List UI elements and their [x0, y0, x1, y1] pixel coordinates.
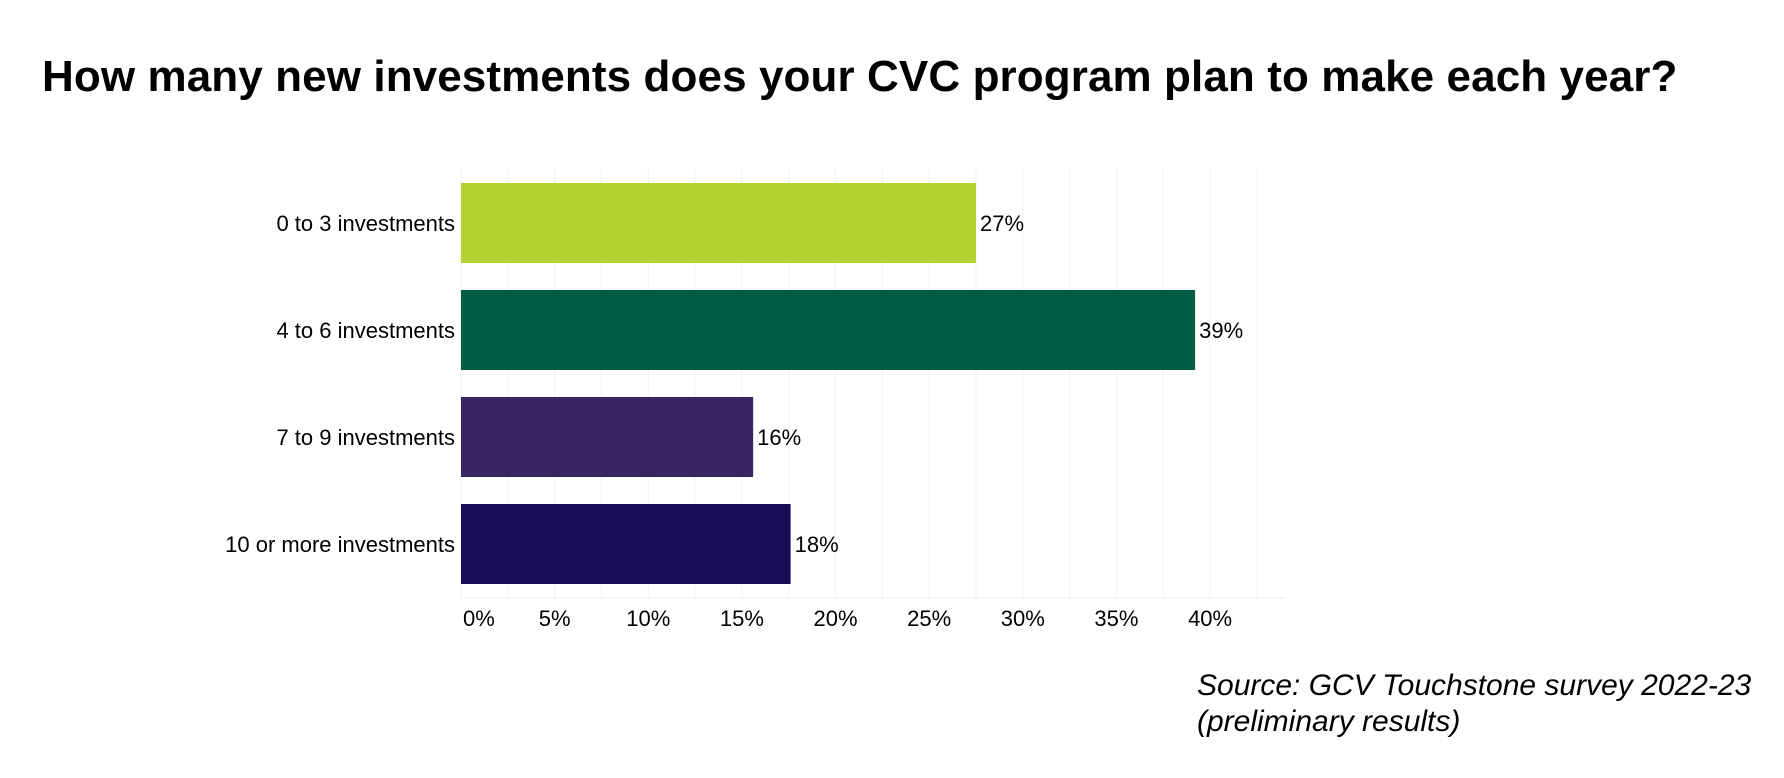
- source-line-1: Source: GCV Touchstone survey 2022-23: [1197, 669, 1752, 702]
- source-note: Source: GCV Touchstone survey 2022-23 (p…: [1197, 668, 1751, 740]
- value-label: 16%: [757, 425, 801, 450]
- chart-title: How many new investments does your CVC p…: [42, 52, 1678, 101]
- x-axis-tick-labels: 0% 5% 10% 15% 20% 25% 30% 35% 40%: [463, 606, 1232, 631]
- bar: [461, 504, 791, 584]
- bars: [461, 183, 1196, 584]
- bar: [461, 183, 976, 263]
- category-label: 0 to 3 investments: [276, 211, 455, 236]
- x-tick-label: 15%: [720, 606, 764, 631]
- category-label: 7 to 9 investments: [276, 425, 455, 450]
- x-tick-label: 35%: [1094, 606, 1138, 631]
- x-tick-label: 40%: [1188, 606, 1232, 631]
- bar: [461, 397, 754, 477]
- x-tick-label: 0%: [463, 606, 495, 631]
- category-labels: 0 to 3 investments 4 to 6 investments 7 to…: [225, 211, 455, 557]
- category-label: 4 to 6 investments: [276, 318, 455, 343]
- category-label: 10 or more investments: [225, 532, 455, 557]
- value-label: 39%: [1199, 318, 1243, 343]
- x-tick-label: 5%: [539, 606, 571, 631]
- value-label: 27%: [980, 211, 1024, 236]
- x-tick-label: 20%: [814, 606, 858, 631]
- x-tick-label: 25%: [907, 606, 951, 631]
- bar: [461, 290, 1196, 370]
- value-labels: 27% 39% 16% 18%: [757, 211, 1243, 557]
- x-tick-label: 10%: [626, 606, 670, 631]
- x-tick-label: 30%: [1001, 606, 1045, 631]
- value-label: 18%: [795, 532, 839, 557]
- source-line-2: (preliminary results): [1197, 705, 1461, 738]
